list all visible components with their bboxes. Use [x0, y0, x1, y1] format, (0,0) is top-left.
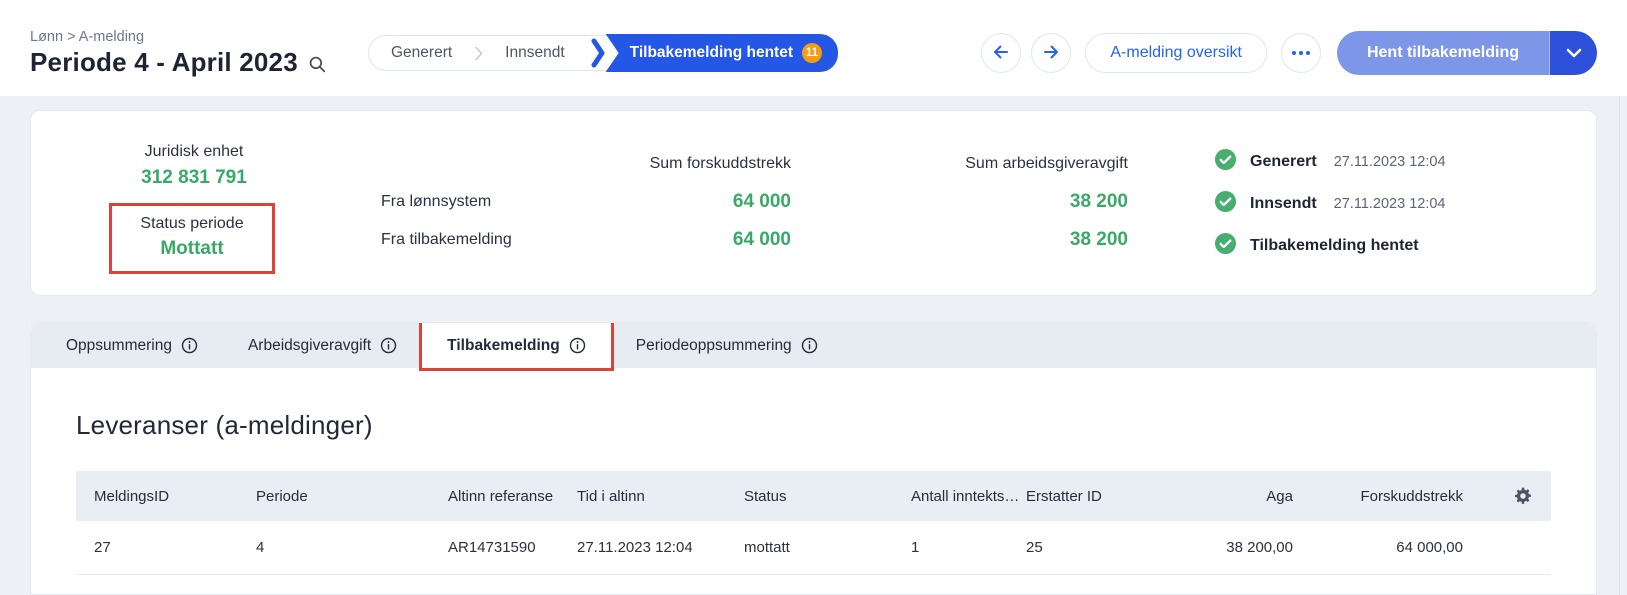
status-periode-annotation-box: Status periode Mottatt	[109, 203, 275, 274]
col-forskuddstrekk: Forskuddstrekk	[1360, 487, 1463, 505]
sum-value: 38 200	[1069, 191, 1128, 212]
cell-meldingsid: 27	[94, 539, 111, 556]
col-erstatter-id: Erstatter ID	[1026, 487, 1102, 505]
more-actions-button[interactable]	[1280, 33, 1321, 73]
notification-badge: 11	[802, 43, 822, 63]
hent-tilbakemelding-button[interactable]: Hent tilbakemelding	[1336, 31, 1549, 75]
check-circle-icon	[1214, 190, 1237, 218]
content-area: Juridisk enhet 312 831 791 Status period…	[0, 96, 1627, 595]
status-stepper: Generert Innsendt Tilbakemelding hentet …	[368, 34, 838, 72]
event-timestamp: 27.11.2023 12:04	[1333, 195, 1446, 212]
tab-label: Oppsummering	[66, 336, 172, 354]
tab-periodeoppsummering[interactable]: Periodeoppsummering	[611, 323, 843, 368]
cell-status: mottatt	[744, 539, 790, 556]
next-period-button[interactable]	[1031, 33, 1072, 73]
event-label: Generert	[1250, 152, 1317, 170]
arrow-left-icon	[991, 42, 1011, 65]
col-periode: Periode	[256, 487, 308, 505]
sums-grid: Sum forskuddstrekk Sum arbeidsgiveravgif…	[381, 145, 1128, 295]
hent-tilbakemelding-dropdown-button[interactable]	[1549, 31, 1597, 75]
col-meldingsid: MeldingsID	[94, 487, 170, 505]
cell-aga: 38 200,00	[1226, 539, 1293, 556]
sum-row-label: Fra tilbakemelding	[381, 231, 512, 248]
amelding-oversikt-button[interactable]: A-melding oversikt	[1085, 33, 1267, 73]
table-header-row: MeldingsID Periode Altinn referanse Tid …	[76, 471, 1551, 521]
col-aga: Aga	[1266, 487, 1293, 505]
tab-panel-tilbakemelding: Leveranser (a-meldinger) MeldingsID Peri…	[31, 410, 1596, 575]
chevron-right-icon	[474, 45, 483, 61]
header-actions: A-melding oversikt Hent tilbakemelding	[981, 31, 1597, 75]
page-header: Lønn > A-melding Periode 4 - April 2023 …	[0, 0, 1627, 96]
sum-row-label: Fra lønnsystem	[381, 193, 492, 210]
stepper-step-generert[interactable]: Generert	[369, 36, 474, 70]
leveranser-table: MeldingsID Periode Altinn referanse Tid …	[76, 471, 1551, 575]
col-tid-i-altinn: Tid i altinn	[577, 487, 645, 505]
tab-label: Periodeoppsummering	[635, 336, 792, 354]
info-icon[interactable]	[569, 337, 586, 354]
table-row[interactable]: 27 4 AR14731590 27.11.2023 12:04 mottatt…	[76, 521, 1551, 575]
tab-bar: Oppsummering Arbeidsgiveravgift Tilbakem…	[31, 323, 1596, 371]
sum-value: 64 000	[732, 191, 791, 212]
page-heading-block: Lønn > A-melding Periode 4 - April 2023	[30, 29, 330, 78]
tab-arbeidsgiveravgift[interactable]: Arbeidsgiveravgift	[223, 323, 422, 368]
legal-entity-block: Juridisk enhet 312 831 791 Status period…	[109, 143, 279, 295]
stepper-step-label: Generert	[391, 44, 453, 61]
status-events: Generert 27.11.2023 12:04 Innsendt 27.11…	[1214, 143, 1446, 295]
chevron-down-icon	[1566, 46, 1582, 61]
info-icon[interactable]	[801, 337, 818, 354]
col-status: Status	[744, 487, 787, 505]
tab-tilbakemelding[interactable]: Tilbakemelding	[419, 323, 614, 371]
event-label: Tilbakemelding hentet	[1250, 236, 1419, 254]
tab-oppsummering[interactable]: Oppsummering	[41, 323, 223, 368]
info-icon[interactable]	[380, 337, 397, 354]
cell-forskuddstrekk: 64 000,00	[1396, 539, 1463, 556]
stepper-step-tilbakemelding-hentet[interactable]: Tilbakemelding hentet 11	[605, 34, 838, 72]
cell-antall-inntektsm: 1	[911, 539, 920, 556]
period-summary-card: Juridisk enhet 312 831 791 Status period…	[30, 110, 1597, 296]
event-tilbakemelding-hentet: Tilbakemelding hentet	[1214, 231, 1446, 260]
chevron-right-blue-icon	[591, 38, 605, 68]
page-title: Periode 4 - April 2023	[30, 46, 298, 77]
cell-periode: 4	[256, 539, 265, 556]
hent-tilbakemelding-split-button: Hent tilbakemelding	[1336, 31, 1597, 75]
cell-erstatter-id: 25	[1026, 539, 1043, 556]
cell-tid-i-altinn: 27.11.2023 12:04	[577, 539, 693, 556]
details-card: Oppsummering Arbeidsgiveravgift Tilbakem…	[30, 322, 1597, 595]
col-antall-inntektsm: Antall inntektsm...	[911, 487, 1026, 505]
stepper-step-innsendt[interactable]: Innsendt	[483, 36, 586, 70]
stepper-step-label: Innsendt	[505, 44, 565, 61]
event-generert: Generert 27.11.2023 12:04	[1214, 147, 1446, 176]
status-periode-value: Mottatt	[160, 238, 224, 259]
sum-arbeidsgiveravgift-header: Sum arbeidsgiveravgift	[965, 155, 1128, 172]
sum-value: 64 000	[732, 229, 791, 250]
sum-value: 38 200	[1069, 229, 1128, 250]
section-title: Leveranser (a-meldinger)	[76, 410, 373, 440]
breadcrumb[interactable]: Lønn > A-melding	[30, 28, 145, 45]
check-circle-icon	[1214, 232, 1237, 260]
check-circle-icon	[1214, 148, 1237, 176]
tab-label: Tilbakemelding	[447, 336, 560, 354]
table-settings-gear-icon[interactable]	[1513, 486, 1533, 506]
col-altinn-referanse: Altinn referanse	[448, 487, 554, 505]
arrow-right-icon	[1041, 42, 1061, 65]
event-innsendt: Innsendt 27.11.2023 12:04	[1214, 189, 1446, 218]
search-icon[interactable]	[308, 55, 327, 74]
tab-label: Arbeidsgiveravgift	[247, 336, 372, 354]
ellipsis-icon	[1291, 51, 1310, 55]
previous-period-button[interactable]	[981, 33, 1022, 73]
event-label: Innsendt	[1250, 194, 1317, 212]
cell-altinn-referanse: AR14731590	[448, 539, 536, 556]
stepper-step-label: Tilbakemelding hentet	[629, 44, 793, 61]
status-periode-label: Status periode	[140, 215, 244, 232]
legal-entity-label: Juridisk enhet	[144, 143, 244, 160]
scrollbar-track[interactable]	[1619, 96, 1620, 595]
sum-forskuddstrekk-header: Sum forskuddstrekk	[649, 155, 791, 172]
event-timestamp: 27.11.2023 12:04	[1333, 153, 1446, 170]
info-icon[interactable]	[181, 337, 198, 354]
legal-entity-value[interactable]: 312 831 791	[141, 167, 247, 188]
